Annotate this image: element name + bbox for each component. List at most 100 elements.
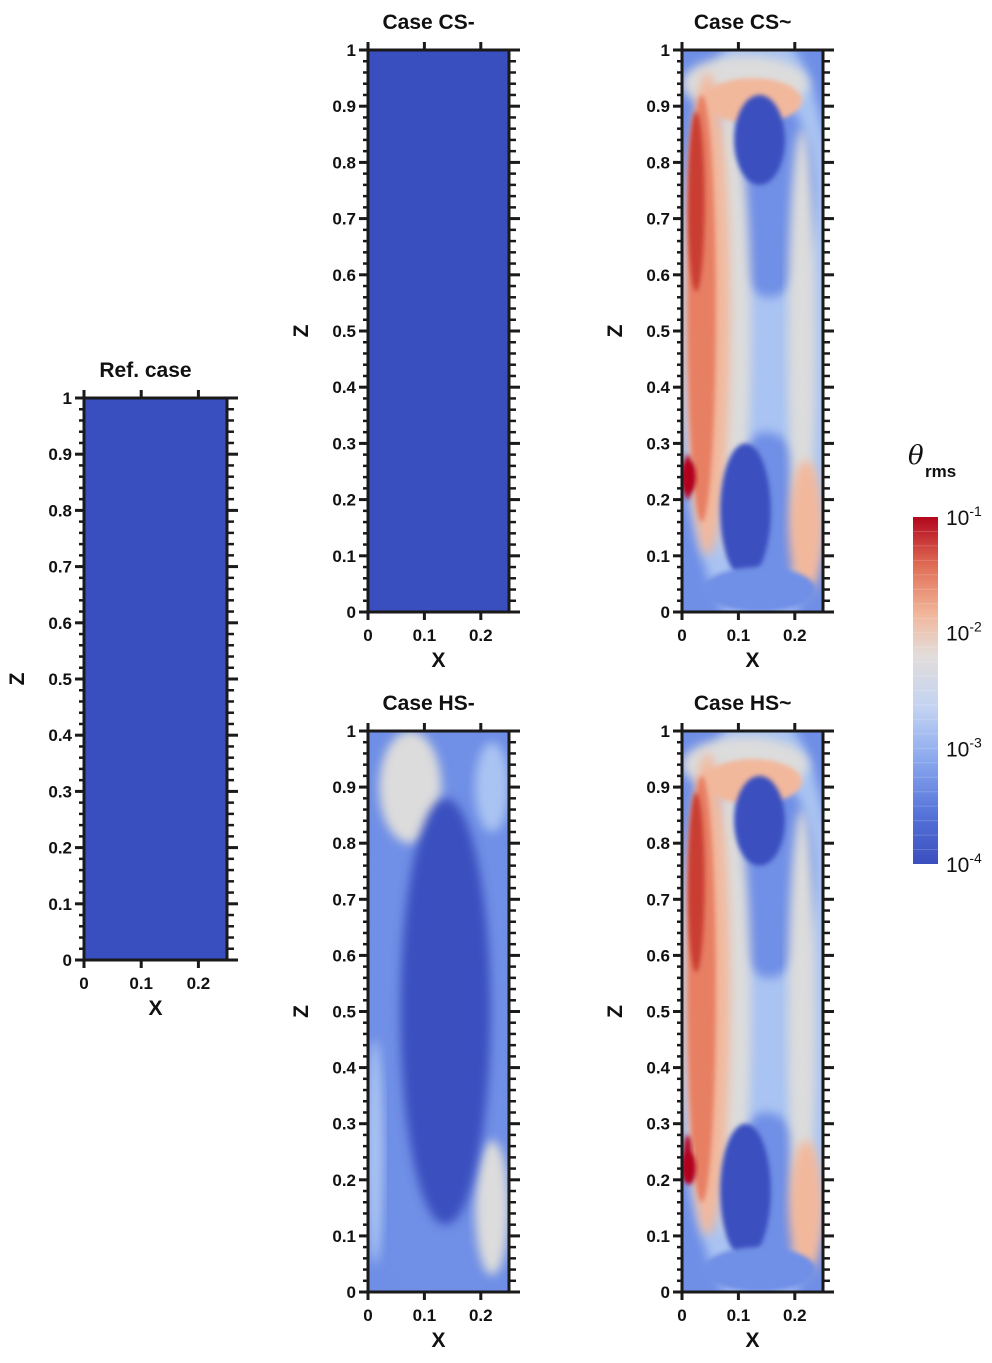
peak-region [682, 1152, 696, 1185]
colorbar-gradient [913, 517, 938, 864]
x-tick-label: 0.1 [129, 974, 153, 993]
y-tick-label: 0.1 [646, 547, 670, 566]
contour-region [475, 742, 509, 832]
panel-0: 0 0.1 0.2 0.3 0.4 0.5 0.6 0.7 0.8 0.9 1 0 0.1 0.2 X Z Re… [6, 359, 238, 1020]
x-tick-label: 0.1 [413, 1306, 437, 1325]
y-tick-label: 0.1 [646, 1227, 670, 1246]
y-tick-label: 0.5 [332, 1003, 356, 1022]
y-tick-label: 0.5 [646, 1003, 670, 1022]
y-tick-label: 0.2 [646, 1171, 670, 1190]
colorbar-tick-base: 10 [946, 738, 969, 761]
y-tick-label: 0.3 [332, 434, 356, 453]
colorbar-symbol: θ [908, 441, 924, 471]
contour-region [789, 460, 823, 596]
contour-region [734, 775, 785, 866]
colorbar-tick-label: 10-1 [946, 503, 982, 530]
x-tick-label: 0.2 [469, 626, 493, 645]
contour-region [379, 731, 442, 844]
x-tick-label: 0 [363, 1306, 372, 1325]
y-tick-label: 0.5 [332, 322, 356, 341]
y-tick-label: 0.6 [646, 946, 670, 965]
panel-title: Case CS~ [694, 11, 791, 34]
y-tick-label: 0.8 [646, 153, 670, 172]
x-tick-label: 0 [79, 974, 88, 993]
y-axis-label: Z [6, 672, 29, 685]
contour-level-min [84, 398, 227, 960]
y-tick-label: 0.6 [646, 266, 670, 285]
x-tick-label: 0.1 [727, 1306, 751, 1325]
x-axis-label: X [431, 649, 445, 672]
y-tick-label: 0.1 [48, 895, 72, 914]
x-axis-label: X [745, 649, 759, 672]
y-axis-label: Z [604, 1005, 627, 1018]
x-tick-label: 0.2 [469, 1306, 493, 1325]
y-tick-label: 0.2 [646, 491, 670, 510]
y-tick-label: 1 [661, 722, 670, 741]
y-tick-label: 0.7 [48, 558, 72, 577]
x-tick-label: 0.2 [187, 974, 211, 993]
y-tick-label: 0 [347, 603, 356, 622]
y-tick-label: 0.2 [332, 1171, 356, 1190]
y-tick-label: 0.6 [332, 946, 356, 965]
x-tick-label: 0.2 [783, 1306, 807, 1325]
contour-field [368, 731, 509, 1292]
colorbar-tick-label: 10-2 [946, 619, 982, 646]
y-tick-label: 0.7 [646, 210, 670, 229]
y-tick-label: 0.3 [646, 434, 670, 453]
y-tick-label: 0.4 [332, 1059, 356, 1078]
contour-region [720, 1123, 771, 1259]
contour-field [682, 50, 823, 612]
y-tick-label: 0 [347, 1283, 356, 1302]
y-tick-label: 0.7 [332, 890, 356, 909]
panel-2: 0 0.1 0.2 0.3 0.4 0.5 0.6 0.7 0.8 0.9 1 0 0.1 0.2 X Z Ca… [604, 11, 834, 672]
panel-1: 0 0.1 0.2 0.3 0.4 0.5 0.6 0.7 0.8 0.9 1 0 0.1 0.2 X Z Ca… [290, 11, 520, 672]
y-tick-label: 0.1 [332, 1227, 356, 1246]
contour-field [682, 731, 823, 1292]
y-tick-label: 0.9 [646, 778, 670, 797]
y-tick-label: 0.4 [48, 726, 72, 745]
y-tick-label: 0.9 [332, 778, 356, 797]
contour-region [787, 809, 816, 1236]
panel-4: 0 0.1 0.2 0.3 0.4 0.5 0.6 0.7 0.8 0.9 1 0 0.1 0.2 X Z Ca… [604, 692, 834, 1352]
colorbar-tick-base: 10 [946, 623, 969, 646]
x-tick-label: 0.1 [727, 626, 751, 645]
y-tick-label: 0.1 [332, 547, 356, 566]
y-tick-label: 1 [347, 722, 356, 741]
contour-region [687, 111, 705, 292]
contour-region [475, 1140, 509, 1276]
colorbar-tick-exponent: -2 [969, 619, 982, 635]
contour-region [720, 443, 771, 579]
y-axis-label: Z [604, 324, 627, 337]
contour-region [789, 1140, 823, 1276]
y-tick-label: 0.3 [646, 1115, 670, 1134]
y-tick-label: 0.4 [646, 1059, 670, 1078]
panel-3: 0 0.1 0.2 0.3 0.4 0.5 0.6 0.7 0.8 0.9 1 0 0.1 0.2 X Z Ca… [290, 692, 520, 1352]
y-tick-label: 1 [661, 41, 670, 60]
y-tick-label: 0.9 [48, 445, 72, 464]
y-tick-label: 0.9 [646, 97, 670, 116]
y-tick-label: 0.4 [332, 378, 356, 397]
x-axis-label: X [745, 1329, 759, 1352]
colorbar-subscript: rms [925, 462, 956, 481]
panel-title: Case CS- [383, 11, 475, 34]
colorbar-tick-exponent: -4 [969, 850, 982, 866]
contour-region [687, 792, 705, 973]
panel-title: Ref. case [99, 359, 191, 382]
contour-region [703, 567, 816, 612]
y-tick-label: 1 [347, 41, 356, 60]
contour-region [400, 798, 491, 1225]
y-tick-label: 0.7 [646, 890, 670, 909]
x-tick-label: 0 [363, 626, 372, 645]
colorbar-tick-label: 10-4 [946, 850, 982, 877]
y-tick-label: 0.9 [332, 97, 356, 116]
y-tick-label: 0.2 [48, 839, 72, 858]
y-tick-label: 0.3 [48, 782, 72, 801]
y-tick-label: 0.5 [48, 670, 72, 689]
contour-region [734, 94, 785, 185]
x-tick-label: 0 [677, 1306, 686, 1325]
contour-region [368, 1039, 384, 1264]
colorbar-tick-base: 10 [946, 507, 969, 530]
y-axis-label: Z [290, 324, 313, 337]
y-tick-label: 0.7 [332, 210, 356, 229]
